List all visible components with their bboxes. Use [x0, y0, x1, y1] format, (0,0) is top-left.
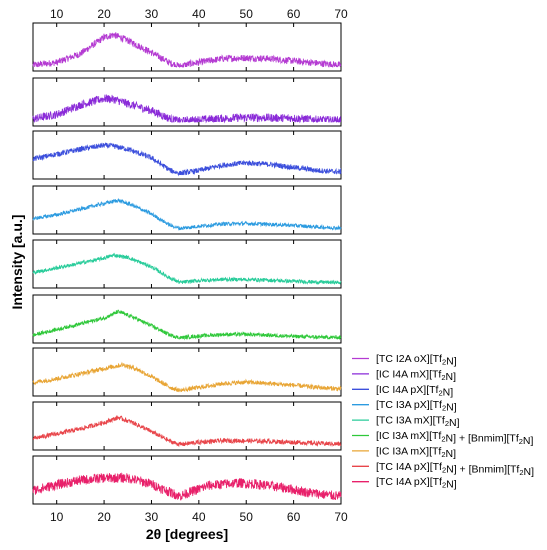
x-tick-label-top: 60 [287, 7, 301, 21]
panel [32, 185, 342, 235]
bottom-x-tick-labels: 10 20 30 40 50 60 70 [50, 510, 348, 524]
legend-item: [TC I2A oX][Tf2N] [352, 353, 457, 368]
panel [32, 455, 342, 505]
x-tick-label-bottom: 40 [192, 510, 206, 524]
x-tick-label-bottom: 30 [145, 510, 159, 524]
panel [32, 130, 342, 180]
x-tick-label-top: 40 [192, 7, 206, 21]
x-tick-label-bottom: 10 [50, 510, 64, 524]
legend-label: [IC I4A mX][Tf2N] [376, 368, 456, 383]
series-line [32, 361, 342, 393]
x-tick-label-bottom: 60 [287, 510, 301, 524]
legend-label: [IC I4A pX][Tf2N] [376, 384, 453, 399]
x-tick-label-top: 10 [50, 7, 64, 21]
panel-frame [32, 22, 342, 72]
legend-label: [TC I3A mX][Tf2N] [376, 415, 460, 430]
legend-label: [IC I3A mX][Tf2N] + [Bnmim][Tf2N] [376, 430, 534, 447]
x-tick-label-top: 50 [240, 7, 254, 21]
panel [32, 401, 342, 451]
series-line [32, 309, 342, 341]
x-axis-title: 2θ [degrees] [146, 526, 228, 542]
x-tick-label-top: 30 [145, 7, 159, 21]
legend-item: [IC I3A mX][Tf2N] [352, 445, 456, 460]
legend-item: [TC I4A pX][Tf2N] + [Bnmim][Tf2N] [352, 461, 534, 478]
x-tick-label-bottom: 20 [97, 510, 111, 524]
legend-label: [TC I4A pX][Tf2N] + [Bnmim][Tf2N] [376, 461, 534, 478]
legend-label: [IC I3A mX][Tf2N] [376, 445, 456, 460]
x-tick-label-bottom: 50 [240, 510, 254, 524]
legend-item: [IC I4A pX][Tf2N] [352, 384, 453, 399]
legend-item: [IC I4A mX][Tf2N] [352, 368, 456, 383]
series-line [32, 472, 342, 501]
panel [32, 239, 342, 289]
x-tick-label-top: 70 [334, 7, 348, 21]
panel [32, 77, 342, 127]
panel [32, 294, 342, 344]
legend-item: [TC I4A pX][Tf2N] [352, 476, 457, 491]
legend-label: [TC I2A oX][Tf2N] [376, 353, 457, 368]
panel [32, 347, 342, 397]
panel-frame [32, 347, 342, 397]
series-line [32, 414, 342, 448]
series-line [32, 94, 342, 124]
series-line [32, 197, 342, 232]
legend-label: [TC I3A pX][Tf2N] [376, 399, 457, 414]
series-line [32, 32, 342, 69]
legend-item: [TC I3A mX][Tf2N] [352, 415, 460, 430]
legend-item: [TC I3A pX][Tf2N] [352, 399, 457, 414]
legend-item: [IC I3A mX][Tf2N] + [Bnmim][Tf2N] [352, 430, 534, 447]
legend-label: [TC I4A pX][Tf2N] [376, 476, 457, 491]
stacked-panels [32, 22, 342, 505]
y-axis-title: Intensity [a.u.] [9, 215, 25, 310]
x-tick-label-bottom: 70 [334, 510, 348, 524]
top-x-tick-labels: 10 20 30 40 50 60 70 [50, 7, 348, 21]
panel [32, 22, 342, 72]
series-line [32, 252, 342, 285]
series-line [32, 142, 342, 177]
legend: [TC I2A oX][Tf2N][IC I4A mX][Tf2N][IC I4… [352, 353, 534, 491]
x-tick-label-top: 20 [97, 7, 111, 21]
